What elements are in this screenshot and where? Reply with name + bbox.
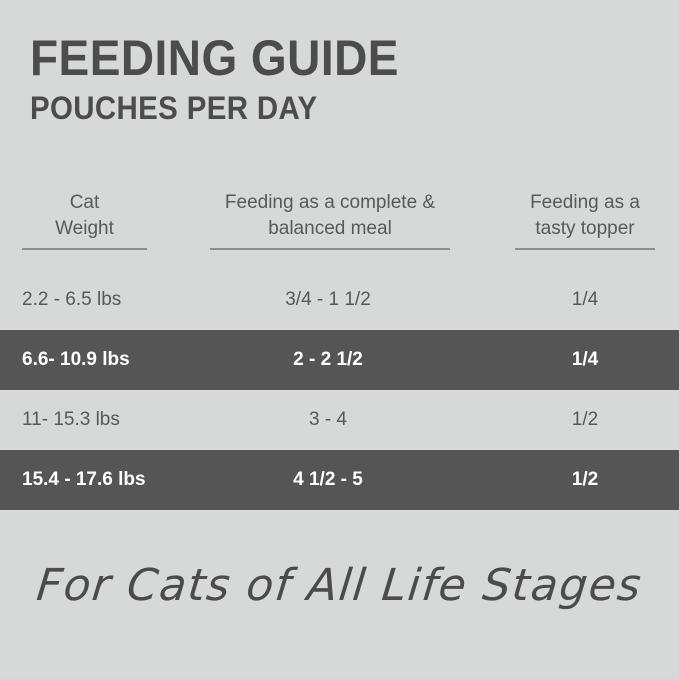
- column-header-line2: balanced meal: [268, 218, 392, 239]
- cell-tasty-topper: 1/2: [571, 409, 599, 430]
- table-row: 2.2 - 6.5 lbs 3/4 - 1 1/2 1/4: [0, 270, 679, 330]
- page-subtitle: POUCHES PER DAY: [30, 90, 318, 126]
- cell-tasty-topper: 1/4: [571, 349, 599, 370]
- table-header-row: Cat Weight Feeding as a complete & balan…: [0, 190, 679, 270]
- cell-complete-meal: 3/4 - 1 1/2: [285, 289, 371, 310]
- table-row: 11- 15.3 lbs 3 - 4 1/2: [0, 390, 679, 450]
- column-header-line1: Cat: [69, 192, 100, 213]
- cell-complete-meal: 4 1/2 - 5: [293, 469, 363, 490]
- column-header-cat-weight: Cat Weight: [22, 190, 147, 250]
- page-title: FEEDING GUIDE: [30, 30, 399, 86]
- cell-cat-weight: 2.2 - 6.5 lbs: [22, 289, 122, 310]
- feeding-table: Cat Weight Feeding as a complete & balan…: [0, 190, 679, 510]
- column-header-underline: [22, 248, 147, 250]
- column-header-underline: [515, 248, 655, 250]
- cell-complete-meal: 2 - 2 1/2: [293, 349, 363, 370]
- column-header-tasty-topper: Feeding as a tasty topper: [515, 190, 655, 250]
- table-row: 6.6- 10.9 lbs 2 - 2 1/2 1/4: [0, 330, 679, 390]
- column-header-complete-meal: Feeding as a complete & balanced meal: [210, 190, 450, 250]
- title-block: FEEDING GUIDE POUCHES PER DAY: [30, 32, 650, 126]
- cell-cat-weight: 6.6- 10.9 lbs: [22, 349, 130, 370]
- cell-tasty-topper: 1/2: [571, 469, 599, 490]
- column-header-line1: Feeding as a: [530, 192, 640, 213]
- cell-cat-weight: 11- 15.3 lbs: [22, 409, 120, 430]
- cell-complete-meal: 3 - 4: [308, 409, 348, 430]
- tagline: For Cats of All Life Stages: [34, 560, 645, 611]
- cell-cat-weight: 15.4 - 17.6 lbs: [22, 469, 146, 490]
- cell-tasty-topper: 1/4: [571, 289, 599, 310]
- column-header-underline: [210, 248, 450, 250]
- table-row: 15.4 - 17.6 lbs 4 1/2 - 5 1/2: [0, 450, 679, 510]
- column-header-line1: Feeding as a complete &: [224, 192, 436, 213]
- column-header-line2: tasty topper: [535, 218, 635, 239]
- column-header-line2: Weight: [55, 218, 114, 239]
